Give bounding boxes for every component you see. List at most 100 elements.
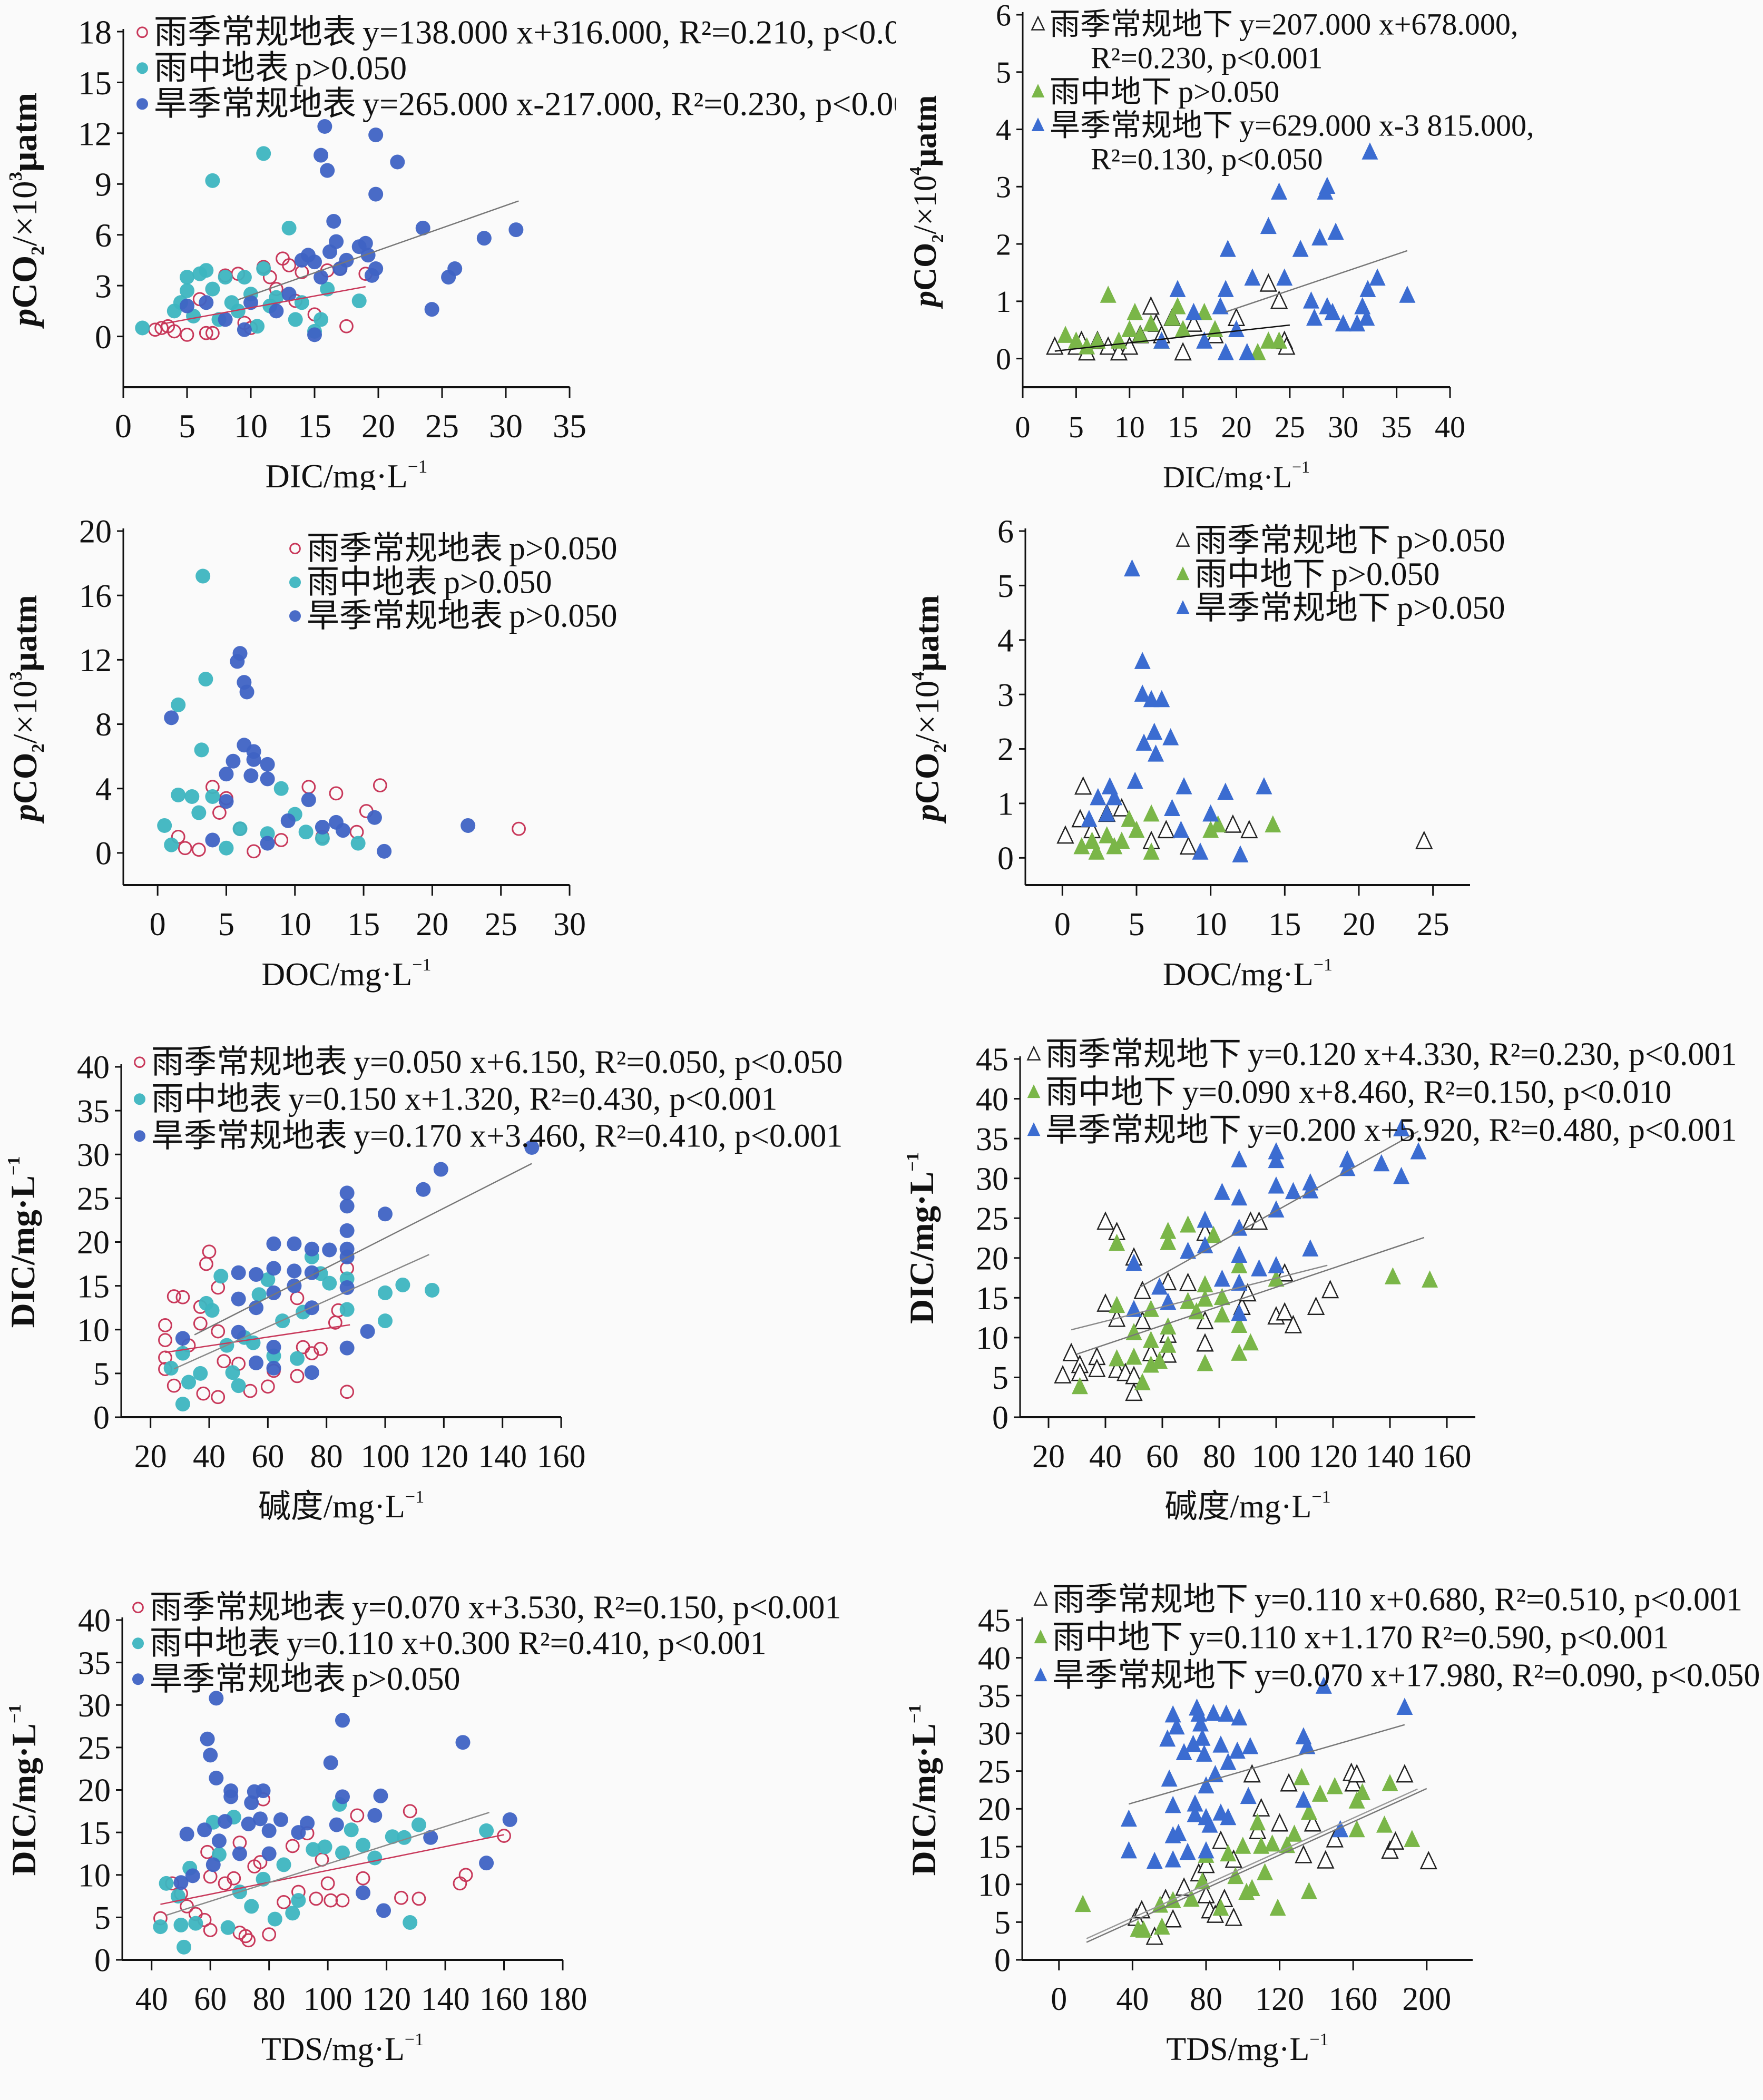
data-point [1332, 1820, 1349, 1838]
data-point [1362, 142, 1378, 160]
legend-item: 旱季常规地表 y=265.000 x-217.000, R²=0.230, p<0… [136, 85, 896, 122]
data-point [1217, 342, 1234, 360]
data-point [247, 844, 261, 859]
data-point [154, 321, 169, 335]
data-point [246, 1335, 261, 1350]
data-point [274, 833, 289, 847]
data-point [455, 1735, 471, 1750]
x-tick-label: 120 [1309, 1439, 1358, 1475]
legend-marker [1034, 1667, 1047, 1682]
data-point [376, 1903, 391, 1918]
y-tick-label: 10 [978, 1867, 1011, 1903]
y-tick-label: 30 [978, 1716, 1011, 1752]
data-point [249, 1267, 264, 1282]
data-point [227, 1871, 241, 1886]
data-point [324, 1893, 338, 1908]
data-point [256, 1783, 271, 1799]
data-point [1415, 830, 1433, 849]
legend-item: 旱季常规地下 y=0.070 x+17.980, R²=0.090, p<0.05… [1034, 1658, 1760, 1694]
data-point [1419, 1851, 1437, 1870]
x-tick-label: 15 [1168, 410, 1198, 444]
data-point [218, 1814, 233, 1829]
data-point [304, 1365, 319, 1380]
data-point [367, 1808, 383, 1823]
fit-line-series-1 [1071, 1264, 1328, 1331]
legend-label: 雨季常规地表 y=0.050 x+6.150, R²=0.050, p<0.050 [151, 1045, 843, 1081]
x-tick-label: 10 [279, 907, 311, 943]
data-point [314, 1341, 328, 1356]
x-tick-label: 100 [361, 1439, 410, 1475]
y-tick-label: 10 [976, 1321, 1008, 1357]
legend-item: 雨季常规地表 y=0.050 x+6.150, R²=0.050, p<0.050 [134, 1045, 843, 1081]
data-point [157, 818, 172, 833]
y-tick-label: 16 [79, 578, 112, 614]
data-point [205, 326, 220, 340]
data-point [1169, 297, 1186, 315]
y-tick-label: 20 [978, 1792, 1011, 1828]
legend-label: 雨季常规地下 y=207.000 x+678.000, [1050, 7, 1518, 41]
data-point [1194, 1729, 1211, 1746]
data-point [1160, 1233, 1177, 1250]
legend-label: 雨中地表 p>0.050 [154, 49, 407, 86]
y-tick-label: 9 [95, 166, 112, 203]
y-tick-label: 15 [976, 1281, 1008, 1317]
data-point [1153, 1917, 1170, 1935]
data-point [298, 825, 314, 840]
data-point [1213, 1183, 1230, 1200]
fit-line-series-2 [238, 200, 519, 301]
data-point [1252, 1798, 1270, 1817]
data-point [1142, 314, 1159, 332]
data-point [1382, 1774, 1398, 1791]
data-points [1046, 142, 1416, 361]
data-point [167, 324, 182, 339]
data-point [1109, 1296, 1125, 1313]
series-2 [164, 646, 476, 859]
data-point [194, 742, 209, 758]
data-point [395, 1277, 410, 1292]
data-point [424, 302, 439, 317]
data-point [1373, 1154, 1390, 1172]
data-point [180, 298, 194, 313]
data-point [166, 1289, 181, 1303]
data-point [1099, 804, 1115, 822]
data-point [204, 1303, 220, 1318]
data-point [180, 270, 194, 285]
data-point [276, 1857, 291, 1872]
x-axis-label-sup: −1 [405, 2030, 424, 2049]
data-points [1054, 1119, 1438, 1401]
legend: 雨季常规地表 y=0.070 x+3.530, R²=0.150, p<0.001… [132, 1590, 841, 1697]
data-point [256, 146, 271, 161]
x-tick-label: 40 [193, 1439, 226, 1475]
data-point [1300, 1882, 1317, 1899]
fit-line-series-0 [1086, 1788, 1427, 1943]
data-point [1295, 1790, 1312, 1808]
data-point [1143, 690, 1160, 708]
y-axis-label: DIC/mg·L−1 [4, 1156, 42, 1328]
data-point [256, 261, 271, 276]
data-point [287, 1278, 302, 1293]
data-point [1179, 1272, 1197, 1291]
data-point [1160, 1336, 1177, 1353]
y-tick-label: 2 [997, 732, 1014, 768]
data-point [1109, 1349, 1125, 1367]
legend-marker [289, 576, 301, 588]
data-point [350, 1808, 365, 1823]
legend-marker [1031, 15, 1045, 31]
data-point [1220, 1753, 1237, 1770]
y-tick-label: 35 [976, 1122, 1008, 1157]
x-axis-label: DIC/mg·L−1 [266, 456, 428, 490]
data-point [323, 1755, 338, 1770]
x-axis-label: TDS/mg·L−1 [261, 2030, 424, 2067]
y-tick-label: 30 [976, 1161, 1008, 1197]
data-point [1299, 1736, 1316, 1754]
legend: 雨季常规地表 y=0.050 x+6.150, R²=0.050, p<0.050… [134, 1045, 843, 1154]
y-tick-label: 20 [79, 514, 112, 550]
data-point [378, 1206, 393, 1222]
fit-line-series-0 [1054, 324, 1290, 352]
data-point [403, 1915, 418, 1930]
data-point [1344, 1773, 1362, 1792]
legend-label: 雨中地下 p>0.050 [1194, 557, 1439, 593]
y-tick-label: 40 [77, 1050, 110, 1086]
x-tick-label: 25 [485, 907, 517, 943]
data-point [309, 1891, 324, 1906]
